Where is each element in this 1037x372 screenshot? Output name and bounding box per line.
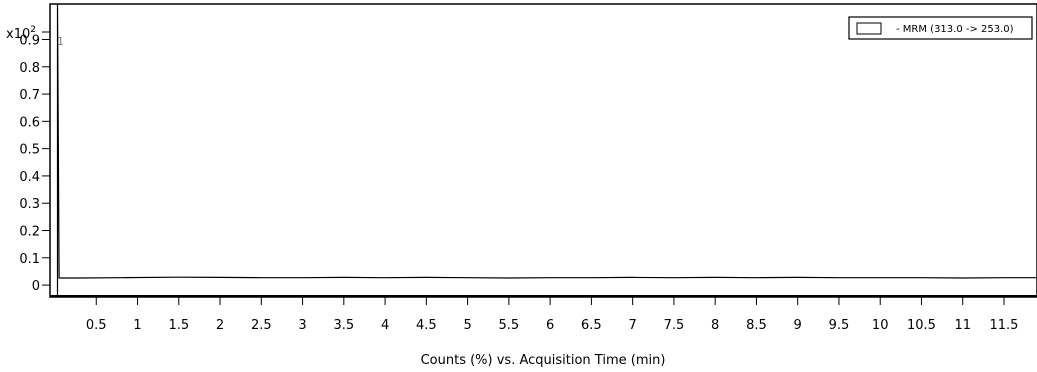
x-tick-label: 11 — [954, 318, 971, 333]
series-line — [56, 3, 1037, 296]
peak-label: 1 — [57, 35, 64, 48]
x-tick-label: 0.5 — [86, 318, 107, 333]
y-tick-label: 0.2 — [19, 225, 40, 240]
y-tick-label: 0.4 — [19, 170, 40, 185]
x-tick-label: 7 — [629, 318, 637, 333]
x-axis-ticks: 0.5 1 1.5 2 2.5 3 3.5 4 4.5 5 5.5 6 6.5 7 7.5 8 8.5 9 9.5 1… — [86, 297, 1019, 333]
y-tick-label: 0.7 — [19, 88, 40, 103]
x-axis-title: Counts (%) vs. Acquisition Time (min) — [421, 353, 666, 368]
y-multiplier-base: x10 — [6, 27, 30, 42]
x-tick-label: 6 — [546, 318, 554, 333]
legend-swatch — [856, 22, 882, 35]
y-tick-label: 0.8 — [19, 61, 40, 76]
x-tick-label: 10.5 — [907, 318, 936, 333]
y-tick-label: 0.1 — [19, 252, 40, 267]
y-tick-label: 0.5 — [19, 143, 40, 158]
y-tick-label: 0.9 — [19, 33, 40, 48]
y-multiplier-exponent: 2 — [30, 25, 36, 35]
x-tick-label: 9 — [794, 318, 802, 333]
y-tick-label: 0 — [32, 279, 40, 294]
x-tick-label: 7.5 — [664, 318, 685, 333]
x-tick-label: 6.5 — [581, 318, 602, 333]
y-tick-label: 0.6 — [19, 115, 40, 130]
legend-box — [848, 16, 1033, 40]
x-tick-label: 1.5 — [168, 318, 189, 333]
x-tick-label: 5 — [463, 318, 471, 333]
plot-frame — [49, 3, 1037, 298]
x-tick-label: 8.5 — [746, 318, 767, 333]
x-tick-label: 1 — [133, 318, 141, 333]
x-tick-label: 5.5 — [499, 318, 520, 333]
x-tick-label: 4 — [381, 318, 389, 333]
y-axis-ticks: 0 0.1 0.2 0.3 0.4 0.5 0.6 0.7 0.8 0.9 — [19, 33, 50, 294]
x-tick-label: 9.5 — [829, 318, 850, 333]
x-tick-label: 4.5 — [416, 318, 437, 333]
x-tick-label: 2.5 — [251, 318, 272, 333]
x-tick-label: 10 — [872, 318, 889, 333]
legend: - MRM (313.0 -> 253.0) — [848, 16, 1033, 40]
x-tick-label: 2 — [216, 318, 224, 333]
legend-entry: - MRM (313.0 -> 253.0) — [896, 24, 1014, 35]
x-tick-label: 3 — [298, 318, 306, 333]
y-tick-label: 0.3 — [19, 197, 40, 212]
x-tick-label: 8 — [711, 318, 719, 333]
x-tick-label: 11.5 — [990, 318, 1019, 333]
x-tick-label: 3.5 — [333, 318, 354, 333]
y-multiplier-label: x102 — [6, 25, 36, 42]
series-layer — [56, 3, 1037, 296]
